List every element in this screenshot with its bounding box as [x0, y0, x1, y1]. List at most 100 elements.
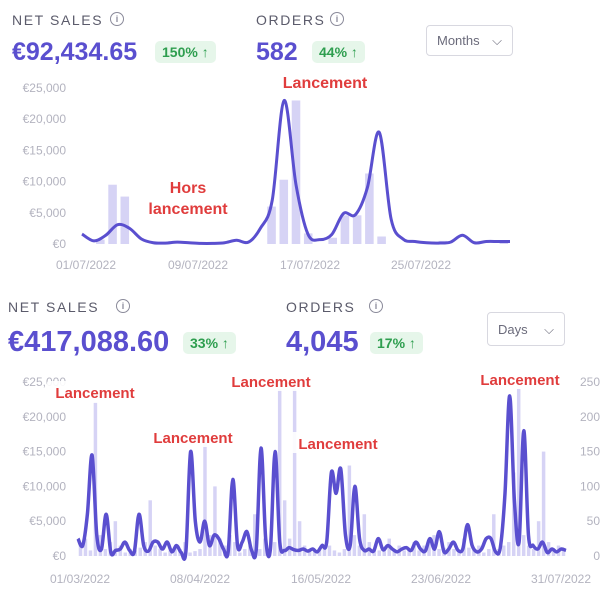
y-tick-label: €5,000 — [29, 514, 66, 528]
bar — [546, 542, 551, 556]
bar — [96, 239, 105, 244]
bar — [352, 215, 362, 244]
y-tick-label: €10,000 — [23, 175, 67, 189]
info-icon[interactable]: i — [116, 299, 130, 313]
bar — [277, 388, 282, 556]
orders-label: ORDERS — [256, 12, 326, 28]
bar — [417, 550, 421, 556]
y-tick-label: €10,000 — [23, 479, 67, 493]
bar — [218, 538, 222, 556]
annotation-label: Lancement — [231, 374, 310, 391]
bar — [168, 550, 172, 556]
bar — [340, 215, 350, 244]
net-sales-value: €92,434.65 — [12, 38, 138, 66]
bar — [78, 545, 83, 556]
annotation-label: Lancement — [298, 436, 377, 453]
bar — [282, 500, 287, 556]
bar — [262, 538, 267, 556]
bar — [328, 237, 337, 244]
x-tick-label: 16/05/2022 — [291, 572, 351, 586]
bar — [357, 545, 362, 556]
bar — [108, 184, 117, 244]
bar — [153, 545, 157, 556]
y-tick-label: €20,000 — [23, 410, 67, 424]
annotation-label: Lancement — [480, 372, 559, 389]
bar — [342, 549, 347, 556]
bar — [541, 451, 546, 556]
bar — [365, 173, 374, 244]
y2-tick-label: 50 — [587, 514, 601, 528]
bar — [407, 549, 411, 556]
bar — [457, 550, 461, 556]
bar — [303, 233, 313, 244]
bar — [233, 542, 237, 556]
x-tick-label: 17/07/2022 — [280, 258, 340, 272]
period-select[interactable]: Days ⌵ — [487, 312, 565, 346]
net-sales-label: NET SALES — [12, 12, 104, 28]
bar — [103, 549, 108, 556]
bar — [377, 550, 382, 556]
bar — [258, 549, 262, 556]
annotation-label: Lancement — [283, 75, 368, 92]
bar — [327, 545, 332, 556]
bar — [472, 549, 476, 556]
orders-change-badge: 44% ↑ — [312, 41, 365, 63]
annotation-label: Hors — [170, 180, 207, 197]
bar — [337, 552, 342, 556]
bar — [521, 535, 526, 556]
bar — [148, 500, 152, 556]
x-tick-label: 31/07/2022 — [531, 572, 591, 586]
chevron-down-icon: ⌵ — [492, 33, 502, 48]
y2-tick-label: 100 — [580, 479, 600, 493]
bar — [138, 547, 142, 556]
period-select-value: Days — [498, 322, 528, 337]
bar — [272, 542, 277, 556]
bar — [312, 550, 317, 556]
info-icon[interactable]: i — [330, 12, 344, 26]
period-select[interactable]: Months ⌵ — [426, 25, 513, 56]
bar — [238, 552, 242, 556]
bar — [352, 535, 357, 556]
bar — [243, 549, 247, 556]
bar — [322, 547, 327, 556]
annotation-label: lancement — [148, 201, 228, 218]
bar — [213, 486, 217, 556]
x-tick-label: 25/07/2022 — [391, 258, 451, 272]
chart-bottom: €25,000€20,000€15,000€10,000€5,000€02502… — [23, 368, 601, 586]
chart-top: €25,000 €20,000 €15,000 €10,000 €5,000 €0 01/0… — [23, 70, 510, 272]
bar — [362, 514, 367, 556]
bar — [267, 206, 276, 244]
period-select-value: Months — [437, 33, 480, 48]
bar — [193, 551, 197, 556]
y-tick-label: €15,000 — [23, 445, 67, 459]
bar — [377, 236, 386, 244]
net-sales-value: €417,088.60 — [8, 326, 170, 358]
bar — [198, 549, 202, 556]
bar — [291, 100, 301, 244]
net-sales-change-badge: 150% ↑ — [155, 41, 216, 63]
chevron-down-icon: ⌵ — [544, 322, 554, 337]
bar — [536, 521, 541, 556]
y-tick-label: €0 — [53, 549, 67, 563]
info-icon[interactable]: i — [110, 12, 124, 26]
x-tick-label: 09/07/2022 — [168, 258, 228, 272]
bar — [502, 545, 506, 556]
bar — [83, 538, 88, 556]
net-sales-label: NET SALES — [8, 299, 100, 315]
info-icon[interactable]: i — [369, 299, 383, 313]
orders-value: 4,045 — [286, 326, 359, 358]
bar — [482, 552, 486, 556]
orders-value: 582 — [256, 38, 298, 66]
bar — [551, 549, 556, 556]
annotation-label: Lancement — [55, 385, 134, 402]
bar — [297, 521, 302, 556]
bar — [526, 545, 531, 556]
y2-tick-label: 250 — [580, 375, 600, 389]
bar — [203, 437, 207, 556]
bar — [402, 550, 406, 556]
bar — [492, 514, 496, 556]
orders-label: ORDERS — [286, 299, 356, 315]
orders-change-badge: 17% ↑ — [370, 332, 423, 354]
bar — [279, 179, 289, 244]
